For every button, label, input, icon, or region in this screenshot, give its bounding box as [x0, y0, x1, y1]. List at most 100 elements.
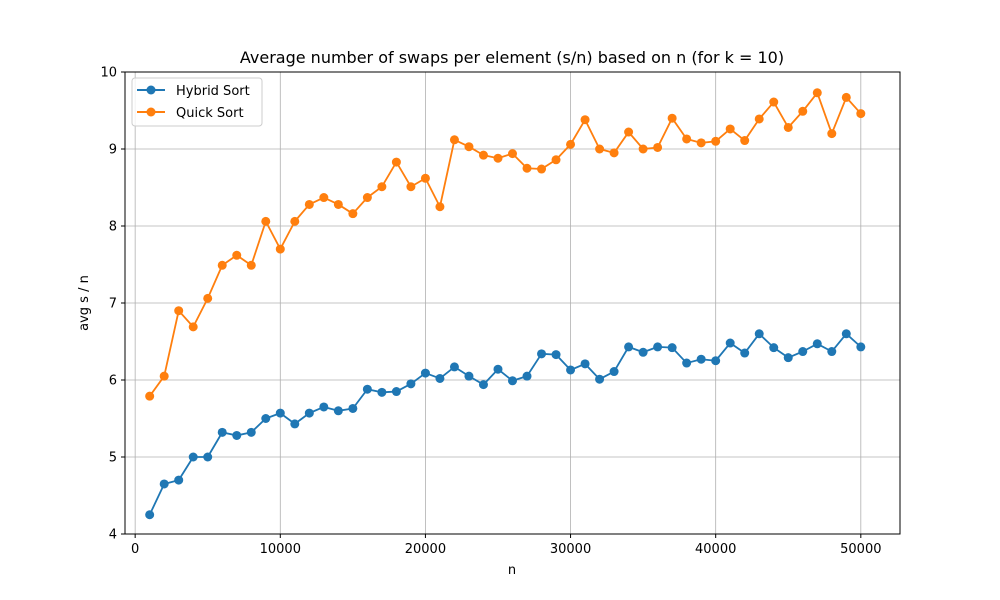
data-point-quick-sort	[841, 92, 851, 102]
y-tick-label: 8	[109, 220, 117, 235]
data-point-quick-sort	[595, 144, 605, 154]
data-point-quick-sort	[203, 293, 213, 303]
data-point-quick-sort	[609, 148, 619, 158]
y-tick-label: 4	[109, 528, 117, 543]
data-point-hybrid-sort	[464, 371, 474, 381]
data-point-quick-sort	[856, 109, 866, 119]
y-tick-label: 6	[109, 374, 117, 389]
data-point-quick-sort	[333, 199, 343, 209]
y-axis-label: avg s / n	[77, 275, 92, 331]
series-layer	[145, 88, 866, 520]
data-point-quick-sort	[667, 113, 677, 123]
data-point-quick-sort	[580, 115, 590, 125]
data-point-quick-sort	[217, 260, 227, 270]
legend-label-hybrid-sort: Hybrid Sort	[176, 84, 250, 99]
data-point-quick-sort	[725, 124, 735, 134]
data-point-quick-sort	[145, 391, 155, 401]
data-point-quick-sort	[508, 149, 517, 159]
data-point-hybrid-sort	[812, 339, 822, 349]
data-point-hybrid-sort	[449, 362, 459, 372]
data-point-hybrid-sort	[304, 408, 314, 418]
data-point-hybrid-sort	[406, 379, 416, 389]
data-point-hybrid-sort	[275, 408, 285, 418]
data-point-hybrid-sort	[711, 356, 721, 366]
data-point-hybrid-sort	[232, 430, 242, 440]
series-quick-sort	[145, 88, 866, 401]
data-point-hybrid-sort	[391, 387, 401, 397]
data-point-quick-sort	[638, 144, 648, 154]
x-axis: 0 10000 20000 30000 40000 50000	[131, 534, 881, 557]
data-point-quick-sort	[319, 193, 329, 203]
data-point-hybrid-sort	[493, 364, 503, 374]
data-point-hybrid-sort	[682, 358, 692, 368]
data-point-quick-sort	[362, 193, 372, 203]
data-point-quick-sort	[624, 127, 634, 137]
data-point-quick-sort	[304, 199, 314, 209]
data-point-quick-sort	[246, 260, 256, 270]
data-point-quick-sort	[493, 153, 503, 163]
data-point-hybrid-sort	[798, 347, 808, 357]
data-point-quick-sort	[682, 134, 692, 144]
data-point-quick-sort	[783, 122, 793, 132]
data-point-quick-sort	[377, 182, 387, 192]
data-point-quick-sort	[159, 371, 169, 381]
legend-marker-quick-sort	[146, 107, 156, 117]
data-point-quick-sort	[653, 142, 663, 152]
data-point-hybrid-sort	[667, 343, 677, 353]
data-point-hybrid-sort	[609, 367, 619, 377]
data-point-quick-sort	[522, 163, 532, 173]
data-point-quick-sort	[391, 157, 401, 167]
series-line-quick-sort	[148, 91, 862, 397]
data-point-hybrid-sort	[377, 387, 387, 397]
data-point-hybrid-sort	[595, 374, 605, 384]
y-tick-label: 10	[100, 66, 117, 81]
data-point-hybrid-sort	[319, 402, 329, 412]
legend: Hybrid Sort Quick Sort	[131, 77, 263, 127]
data-point-hybrid-sort	[508, 376, 517, 386]
data-point-hybrid-sort	[435, 373, 445, 383]
data-point-hybrid-sort	[362, 384, 372, 394]
data-point-hybrid-sort	[261, 414, 271, 423]
x-tick-label: 10000	[260, 542, 301, 557]
data-point-quick-sort	[435, 202, 445, 212]
x-tick-label: 20000	[405, 542, 446, 557]
data-point-hybrid-sort	[522, 371, 532, 381]
data-point-hybrid-sort	[246, 427, 256, 437]
y-tick-label: 9	[109, 143, 117, 158]
data-point-quick-sort	[551, 155, 561, 165]
data-point-quick-sort	[812, 88, 822, 98]
data-point-hybrid-sort	[174, 475, 184, 485]
data-point-quick-sort	[275, 244, 285, 254]
legend-label-quick-sort: Quick Sort	[176, 106, 244, 121]
data-point-hybrid-sort	[638, 347, 648, 357]
grid	[125, 71, 900, 535]
data-point-hybrid-sort	[333, 406, 343, 416]
data-point-hybrid-sort	[696, 354, 706, 364]
series-line-hybrid-sort	[148, 332, 862, 516]
data-point-hybrid-sort	[145, 510, 155, 520]
data-point-hybrid-sort	[478, 380, 488, 390]
data-point-quick-sort	[537, 164, 547, 174]
data-point-hybrid-sort	[841, 329, 851, 339]
data-point-hybrid-sort	[754, 329, 764, 339]
data-point-hybrid-sort	[827, 347, 837, 357]
data-point-quick-sort	[188, 322, 198, 332]
y-tick-label: 7	[109, 297, 117, 312]
data-point-quick-sort	[261, 216, 271, 226]
series-hybrid-sort	[145, 329, 866, 520]
data-point-hybrid-sort	[653, 342, 663, 352]
data-point-quick-sort	[174, 306, 184, 316]
data-point-hybrid-sort	[217, 427, 227, 437]
legend-marker-hybrid-sort	[146, 85, 156, 95]
x-tick-label: 50000	[840, 542, 881, 557]
data-point-hybrid-sort	[203, 452, 213, 462]
data-point-hybrid-sort	[537, 349, 547, 359]
data-point-hybrid-sort	[580, 359, 590, 369]
x-tick-label: 30000	[550, 542, 591, 557]
y-axis: 4 5 6 7 8 9 10	[100, 66, 125, 543]
data-point-hybrid-sort	[725, 338, 735, 348]
data-point-quick-sort	[769, 97, 779, 107]
data-point-quick-sort	[827, 129, 837, 139]
data-point-hybrid-sort	[769, 343, 779, 353]
data-point-hybrid-sort	[783, 353, 793, 363]
